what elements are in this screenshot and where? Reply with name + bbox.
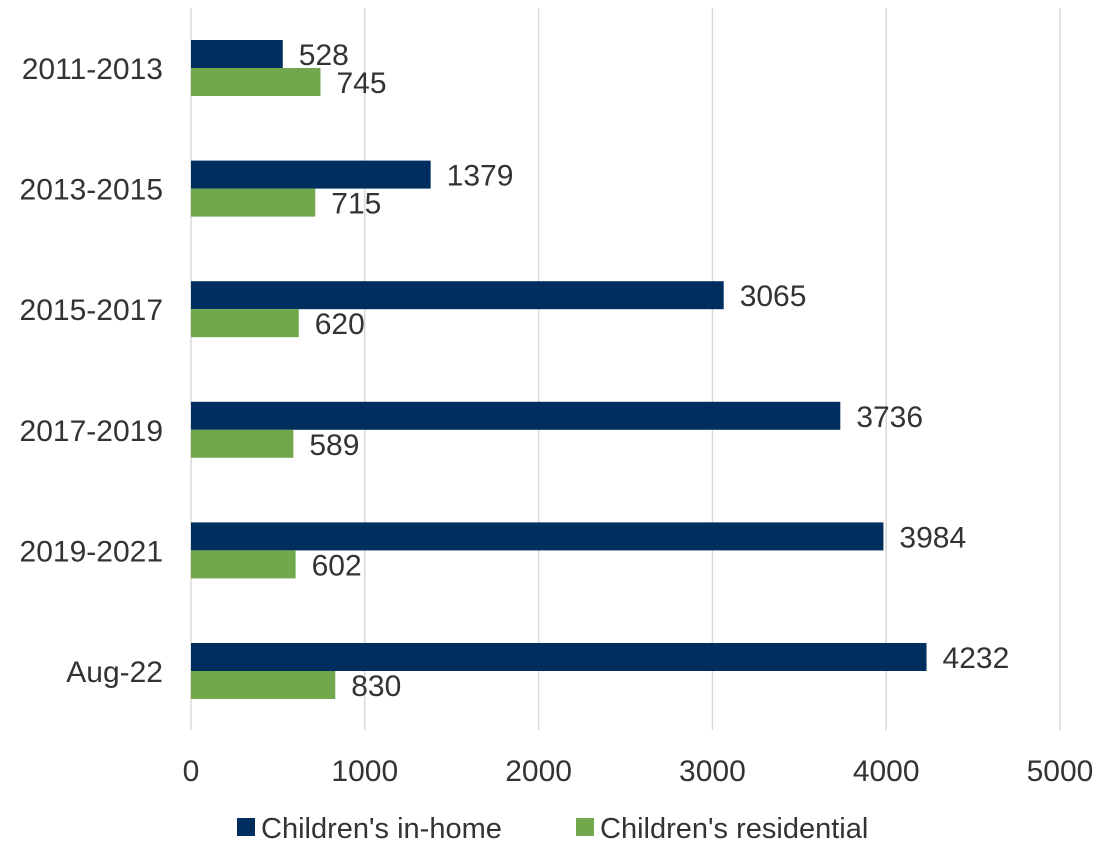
legend-label-in-home: Children's in-home: [261, 813, 502, 844]
category-label: 2011-2013: [22, 53, 163, 86]
data-label: 528: [299, 39, 349, 72]
x-tick-label: 5000: [1027, 755, 1094, 788]
x-tick-label: 3000: [679, 755, 746, 788]
data-label: 4232: [943, 642, 1010, 675]
x-tick-label: 2000: [505, 755, 572, 788]
category-label: 2017-2019: [20, 415, 163, 448]
bar-residential: [191, 429, 294, 458]
bar-residential: [191, 671, 336, 699]
bar-in-home: [191, 160, 431, 189]
data-label: 620: [315, 308, 365, 341]
legend-swatch-in-home: [237, 818, 255, 836]
data-label: 602: [312, 549, 362, 582]
bar-in-home: [191, 643, 927, 671]
bar-residential: [191, 68, 321, 96]
bar-residential: [191, 188, 316, 217]
x-tick-label: 4000: [853, 755, 920, 788]
bar-in-home: [191, 281, 724, 310]
bars: [191, 40, 927, 699]
bar-in-home: [191, 401, 841, 430]
category-labels: 2011-2013 2013-2015 2015-2017 2017-2019 2019…: [20, 53, 163, 689]
data-label: 745: [336, 67, 386, 100]
category-label: Aug-22: [66, 656, 163, 689]
category-label: 2019-2021: [20, 535, 163, 568]
data-label: 830: [351, 670, 401, 703]
data-label: 3984: [899, 521, 966, 554]
category-label: 2013-2015: [20, 174, 163, 207]
category-label: 2015-2017: [20, 294, 163, 327]
data-label: 589: [309, 429, 359, 462]
bar-residential: [191, 309, 299, 338]
data-label: 1379: [447, 160, 514, 193]
legend-label-residential: Children's residential: [600, 813, 868, 844]
data-label: 715: [331, 188, 381, 221]
legend-swatch-residential: [576, 818, 594, 836]
bar-residential: [191, 550, 296, 579]
bar-in-home: [191, 40, 283, 68]
gridlines: [190, 8, 1061, 730]
data-label: 3736: [856, 401, 923, 434]
x-axis-tick-labels: 0 1000 2000 3000 4000 5000: [183, 755, 1094, 788]
legend: Children's in-home Children's residentia…: [237, 813, 868, 844]
x-tick-label: 1000: [331, 755, 398, 788]
bar-in-home: [191, 522, 884, 551]
x-tick-label: 0: [183, 755, 200, 788]
data-label: 3065: [740, 280, 807, 313]
